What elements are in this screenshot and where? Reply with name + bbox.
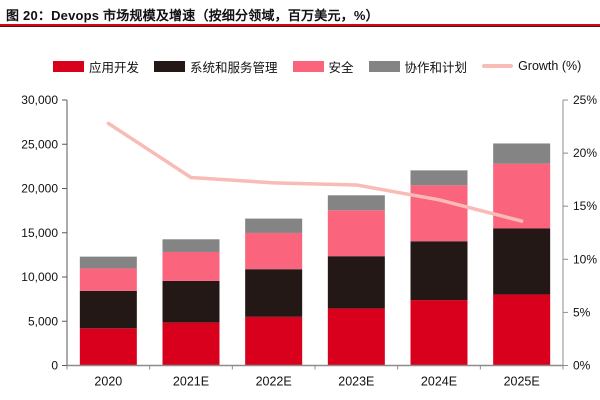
legend-item-0: 应用开发 bbox=[53, 57, 139, 76]
x-axis-category-label: 2025E bbox=[504, 375, 540, 389]
bar-segment-0-2021E bbox=[162, 322, 220, 366]
legend-label: 应用开发 bbox=[89, 60, 140, 75]
legend-label: 安全 bbox=[328, 60, 354, 75]
legend-item-3: 协作和计划 bbox=[368, 57, 468, 76]
right-axis-tick-label: 5% bbox=[573, 305, 591, 319]
bar-segment-2-2025E bbox=[493, 163, 551, 229]
left-axis-tick-label: 15,000 bbox=[21, 226, 58, 240]
legend-line-swatch bbox=[482, 64, 514, 68]
bar-segment-2-2024E bbox=[410, 185, 468, 242]
bar-segment-3-2022E bbox=[245, 218, 303, 233]
legend-item-1: 系统和服务管理 bbox=[154, 57, 278, 76]
legend-color-swatch bbox=[292, 60, 324, 72]
bar-segment-2-2020 bbox=[79, 268, 137, 291]
x-axis-category-label: 2020 bbox=[94, 375, 122, 389]
bar-segment-1-2023E bbox=[327, 256, 385, 309]
left-axis-tick-label: 30,000 bbox=[21, 93, 58, 107]
bar-segment-0-2023E bbox=[327, 308, 385, 366]
bar-segment-0-2024E bbox=[410, 300, 468, 366]
bar-segment-0-2020 bbox=[79, 328, 137, 366]
bar-segment-1-2022E bbox=[245, 269, 303, 317]
right-axis-tick-label: 15% bbox=[573, 199, 597, 213]
bar-segment-1-2025E bbox=[493, 228, 551, 295]
legend-color-swatch bbox=[53, 60, 84, 72]
bar-segment-2-2022E bbox=[245, 232, 303, 270]
bar-segment-3-2023E bbox=[327, 195, 385, 211]
right-axis-tick-label: 10% bbox=[573, 252, 597, 266]
bar-segment-1-2024E bbox=[410, 241, 468, 301]
legend-label: Growth (%) bbox=[518, 59, 582, 73]
combo-chart-svg: 0 5,000 10,000 15,000 20,000 25,000 30,000 0% 5%… bbox=[21, 93, 597, 389]
growth-line bbox=[106, 121, 524, 223]
legend-label: 系统和服务管理 bbox=[190, 60, 278, 75]
bar-segment-1-2020 bbox=[79, 290, 137, 329]
legend-item-4: Growth (%) bbox=[482, 59, 581, 73]
figure-title: 图 20：Devops 市场规模及增速（按细分领域，百万美元，%） bbox=[6, 8, 379, 23]
chart-legend: 应用开发 系统和服务管理 安全 协作和计划 Growth (%) bbox=[53, 57, 581, 76]
title-underline-rule bbox=[0, 24, 600, 27]
right-axis-tick-label: 20% bbox=[573, 146, 597, 160]
legend-color-swatch bbox=[154, 60, 186, 72]
bar-segment-3-2025E bbox=[493, 143, 551, 164]
x-axis-category-label: 2024E bbox=[421, 375, 457, 389]
right-axis-tick-label: 25% bbox=[573, 93, 597, 107]
bar-segment-2-2021E bbox=[162, 251, 220, 281]
right-axis-tick-label: 0% bbox=[573, 359, 591, 373]
left-axis-tick-label: 25,000 bbox=[21, 137, 58, 151]
bar-segment-3-2020 bbox=[79, 256, 137, 269]
x-axis-category-label: 2021E bbox=[173, 375, 209, 389]
chart-plot-area: 0 5,000 10,000 15,000 20,000 25,000 30,000 0% 5%… bbox=[0, 85, 600, 400]
left-axis-tick-label: 5,000 bbox=[28, 314, 58, 328]
left-axis-tick-label: 0 bbox=[51, 359, 58, 373]
bar-segment-3-2024E bbox=[410, 170, 468, 186]
legend-color-swatch bbox=[368, 60, 400, 72]
x-axis-category-label: 2023E bbox=[338, 375, 374, 389]
bar-segment-0-2025E bbox=[493, 294, 551, 366]
left-axis-tick-label: 20,000 bbox=[21, 182, 58, 196]
x-axis-category-label: 2022E bbox=[256, 375, 292, 389]
legend-item-2: 安全 bbox=[292, 57, 354, 76]
bar-segment-0-2022E bbox=[245, 316, 303, 366]
bar-segment-3-2021E bbox=[162, 239, 220, 252]
legend-label: 协作和计划 bbox=[404, 60, 468, 75]
bar-segment-1-2021E bbox=[162, 280, 220, 323]
bar-segment-2-2023E bbox=[327, 210, 385, 257]
left-axis-tick-label: 10,000 bbox=[21, 270, 58, 284]
